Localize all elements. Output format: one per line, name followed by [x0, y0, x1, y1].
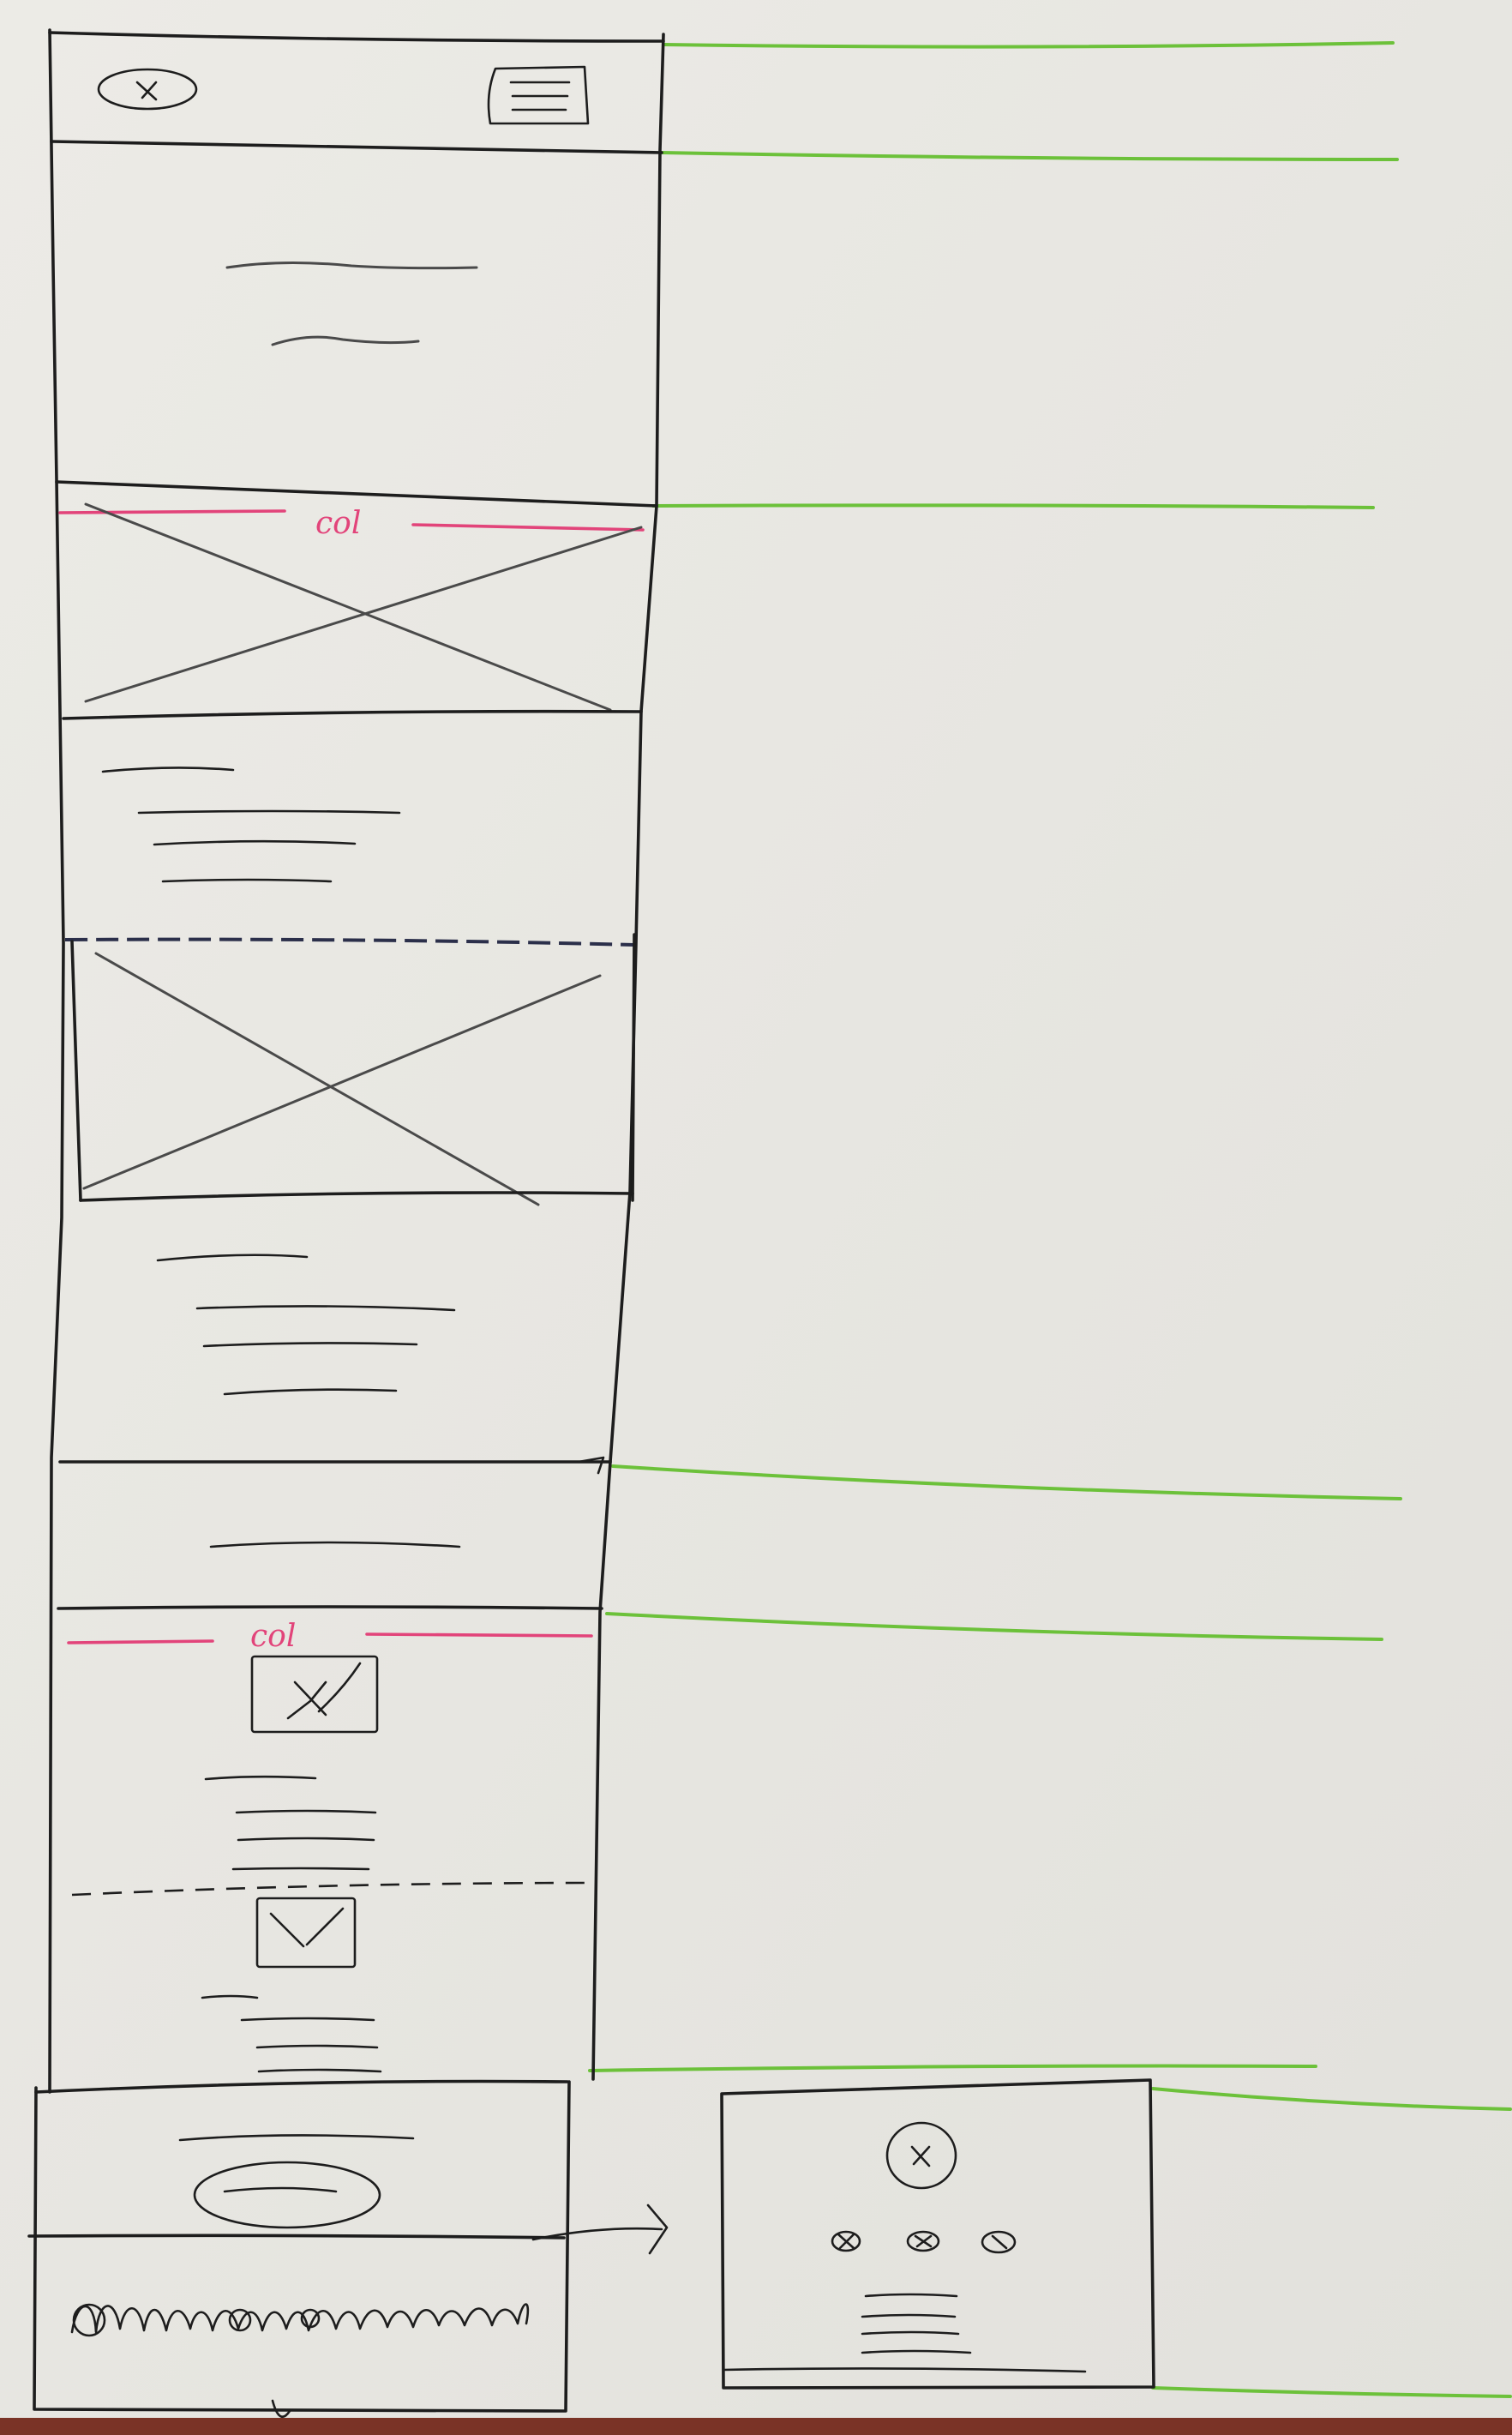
list-item-2-text-line-1 — [201, 1994, 259, 1999]
card-2-image-divider — [79, 1191, 634, 1202]
col-marker-line-right — [411, 523, 645, 532]
link-bar-top-edge — [58, 1459, 612, 1464]
link-bar-text-line — [209, 1541, 461, 1548]
list-item-1-text-line-3 — [237, 1837, 375, 1842]
col-marker-line-left-2 — [67, 1639, 214, 1644]
footer-scribble-loop-2 — [228, 2308, 252, 2332]
side-panel-logo-icon[interactable] — [885, 2121, 957, 2190]
main-column-right-edge — [591, 33, 665, 2081]
col-label-1: col — [315, 506, 361, 541]
card-1-text-line-2 — [137, 809, 401, 815]
list-item-2-image — [255, 1897, 357, 1969]
header-section — [50, 65, 663, 154]
main-column-top-edge — [48, 31, 665, 43]
col-marker-line-right-2 — [365, 1632, 593, 1638]
side-panel-bottom-rule — [722, 2367, 1087, 2373]
footer-mark — [271, 2399, 291, 2419]
footer-scribble-loop-3 — [300, 2308, 321, 2329]
card-1-text-line-1 — [101, 767, 235, 773]
hero-section — [55, 261, 658, 508]
logo-icon[interactable] — [97, 68, 198, 111]
cta-heading-line — [178, 2134, 415, 2142]
cta-footer-outline — [33, 2080, 571, 2413]
link-bar-section — [57, 1456, 612, 1610]
side-panel-outline — [720, 2078, 1155, 2390]
link-bar-bottom-edge — [57, 1605, 603, 1610]
card-2-left-edge — [70, 940, 82, 1202]
card-1-image-divider — [62, 709, 643, 720]
list-item-1-text-line-2 — [235, 1809, 377, 1814]
card-2-text-line-2 — [195, 1305, 456, 1312]
footer-section — [70, 2303, 530, 2419]
cta-top-edge — [34, 2079, 569, 2094]
main-column-left-edge — [48, 28, 65, 2094]
footer-scribble-loop-1 — [72, 2303, 106, 2337]
footer-scribble-text — [70, 2303, 530, 2334]
list-item-2-text-line-2 — [240, 2017, 375, 2022]
col-marker-line-left — [58, 509, 286, 514]
card-2 — [70, 933, 636, 1396]
list-item-1-text-line-4 — [231, 1867, 370, 1871]
image-placeholder-2 — [82, 952, 602, 1206]
image-placeholder-1 — [84, 502, 643, 712]
guide-line-side-panel-bottom — [1151, 2386, 1512, 2398]
social-icon-2[interactable] — [906, 2230, 940, 2252]
guide-line-link-bar — [611, 1464, 1402, 1500]
social-icon-1[interactable] — [831, 2230, 861, 2252]
guide-line-list-section — [605, 1612, 1383, 1641]
side-panel-text-line-3 — [861, 2330, 960, 2336]
side-panel-text-line-1 — [864, 2293, 958, 2298]
section-guide-lines — [588, 41, 1512, 2398]
list-item-1-image — [250, 1655, 379, 1734]
header-divider — [50, 140, 663, 154]
list-item-2-text-line-3 — [255, 2044, 379, 2049]
cta-button[interactable] — [193, 2161, 381, 2229]
list-item-1-text-line-1 — [204, 1775, 317, 1781]
list-section: col — [67, 1619, 593, 2073]
menu-icon[interactable] — [487, 65, 590, 125]
cta-button-label-line — [223, 2186, 338, 2193]
expand-arrow — [531, 2204, 669, 2255]
guide-line-header-top — [663, 41, 1395, 49]
card-2-text-line-4 — [223, 1388, 398, 1396]
card-1: col — [58, 502, 645, 947]
guide-line-side-panel-top — [1151, 2087, 1512, 2111]
link-bar-arrow-mark — [577, 1456, 605, 1475]
card-divider-dashed — [64, 937, 635, 947]
social-icon-3[interactable] — [981, 2230, 1017, 2254]
col-label-2: col — [250, 1619, 296, 1654]
hero-subheading-line — [271, 335, 420, 346]
cta-section — [27, 2079, 571, 2413]
list-item-2-text-line-4 — [257, 2068, 382, 2073]
guide-line-header-bottom — [660, 151, 1399, 161]
side-panel-text-line-4 — [861, 2349, 972, 2354]
card-1-text-line-3 — [153, 839, 357, 846]
table-edge — [0, 2418, 1512, 2435]
guide-line-cards-top — [651, 503, 1375, 509]
side-panel-text-line-2 — [861, 2313, 957, 2318]
card-2-right-edge — [631, 933, 636, 1202]
card-2-text-line-1 — [156, 1254, 309, 1262]
hero-divider — [55, 480, 658, 508]
footer-divider — [27, 2234, 566, 2240]
hero-heading-line — [225, 261, 478, 270]
card-2-text-line-3 — [202, 1342, 418, 1348]
card-1-text-line-4 — [161, 878, 333, 883]
list-item-divider-dashed — [71, 1881, 592, 1897]
guide-line-cta — [588, 2064, 1317, 2072]
side-panel-expanded-footer — [720, 2078, 1155, 2390]
main-column — [48, 28, 665, 2094]
